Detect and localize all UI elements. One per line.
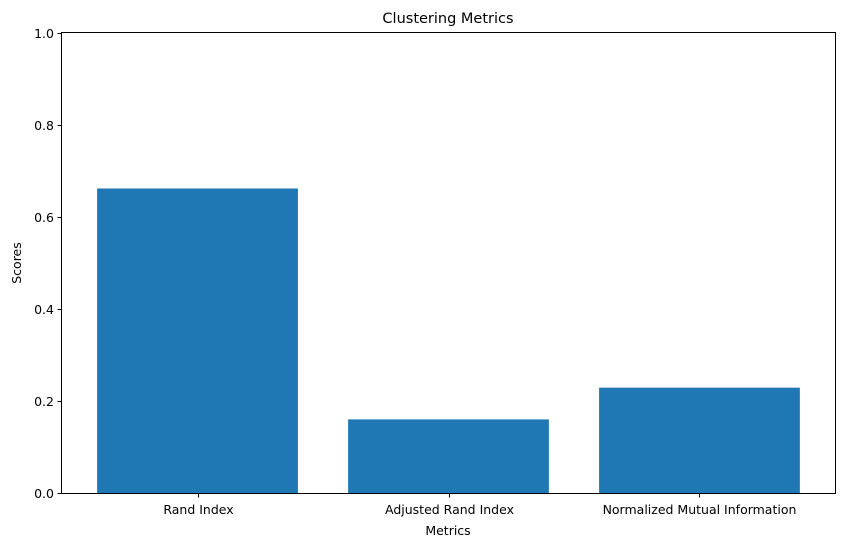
bar-adjusted-rand-index [348,419,549,493]
x-axis: Rand Index Adjusted Rand Index Normalized … [163,493,796,517]
bar-rand-index [97,188,298,494]
x-axis-label: Metrics [425,523,470,538]
x-tick-label: Adjusted Rand Index [385,502,514,517]
y-tick-label: 0.8 [34,118,54,133]
y-tick-label: 1.0 [34,26,54,41]
y-tick-label: 0.0 [34,486,54,501]
bar-normalized-mutual-information [599,387,800,493]
x-tick-label: Normalized Mutual Information [603,502,797,517]
y-tick-label: 0.6 [34,210,54,225]
y-axis: 0.0 0.2 0.4 0.6 0.8 1.0 [34,26,62,501]
y-axis-label: Scores [9,242,24,284]
chart-title: Clustering Metrics [382,11,513,27]
x-tick-label: Rand Index [163,502,233,517]
y-tick-label: 0.2 [34,394,54,409]
bars-group [97,188,800,494]
plot-frame [61,32,836,494]
y-tick-label: 0.4 [34,302,54,317]
